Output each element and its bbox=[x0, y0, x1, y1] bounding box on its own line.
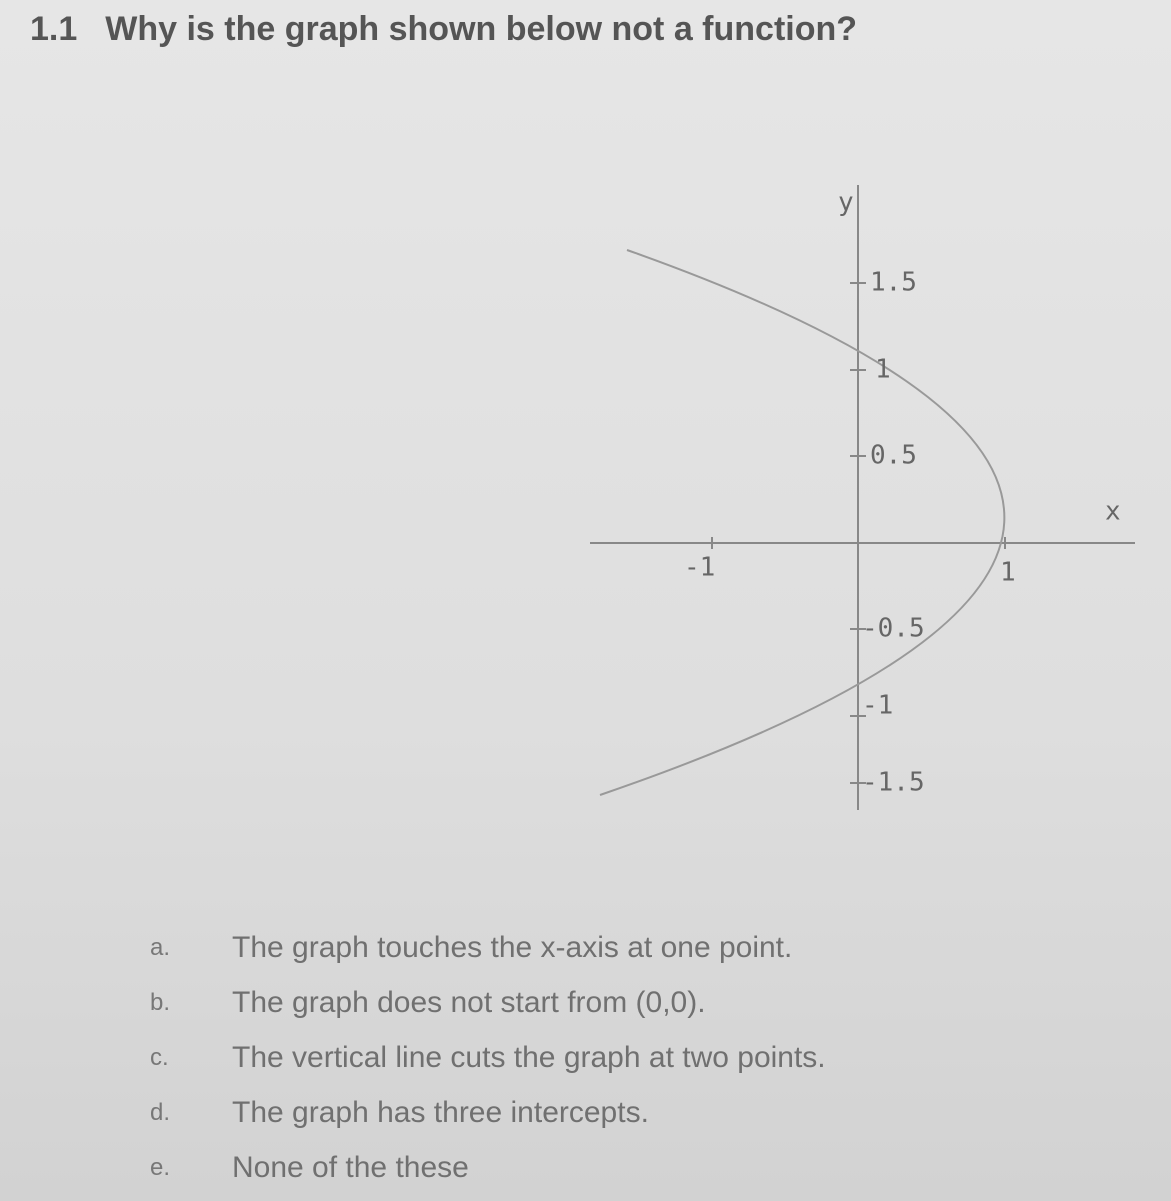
option[interactable]: e. None of the these bbox=[150, 1140, 826, 1195]
option-text: None of the these bbox=[232, 1150, 469, 1184]
option-letter: c. bbox=[150, 1043, 169, 1071]
option-letter: a. bbox=[150, 933, 171, 961]
option-text: The vertical line cuts the graph at two … bbox=[232, 1040, 826, 1074]
y-tick-label: 1 bbox=[875, 355, 891, 385]
option-text: The graph does not start from (0,0). bbox=[232, 985, 706, 1019]
question-number: 1.1 bbox=[30, 10, 78, 48]
option-text: The graph has three intercepts. bbox=[232, 1095, 649, 1129]
y-tick-label: -1 bbox=[862, 691, 893, 721]
options: a. The graph touches the x-axis at one po… bbox=[150, 920, 826, 1195]
x-axis-label: x bbox=[1105, 497, 1121, 527]
option[interactable]: c. The vertical line cuts the graph at tw… bbox=[150, 1030, 826, 1085]
y-tick-label: 1.5 bbox=[870, 268, 917, 298]
curve bbox=[599, 249, 1006, 796]
option-text: The graph touches the x-axis at one poin… bbox=[232, 930, 793, 964]
x-tick-label: -1 bbox=[684, 553, 715, 583]
option-letter: e. bbox=[150, 1153, 171, 1181]
option[interactable]: d. The graph has three intercepts. bbox=[150, 1085, 826, 1140]
ticks bbox=[711, 282, 1006, 784]
x-tick-label: 1 bbox=[1000, 558, 1016, 588]
y-tick-label: -1.5 bbox=[862, 768, 925, 798]
option-letter: b. bbox=[150, 988, 171, 1016]
question: 1.1 Why is the graph shown below not a fu… bbox=[30, 10, 885, 49]
y-axis-label: y bbox=[838, 188, 854, 218]
graph: y x 1.5 1 0.5 -0.5 -1 -1.5 -1 1 bbox=[590, 185, 1135, 810]
option[interactable]: b. The graph does not start from (0,0). bbox=[150, 975, 826, 1030]
option[interactable]: a. The graph touches the x-axis at one po… bbox=[150, 920, 826, 975]
y-tick-label: -0.5 bbox=[862, 614, 925, 644]
option-letter: d. bbox=[150, 1098, 171, 1126]
y-tick-label: 0.5 bbox=[870, 441, 917, 471]
question-text: Why is the graph shown below not a funct… bbox=[105, 10, 858, 48]
